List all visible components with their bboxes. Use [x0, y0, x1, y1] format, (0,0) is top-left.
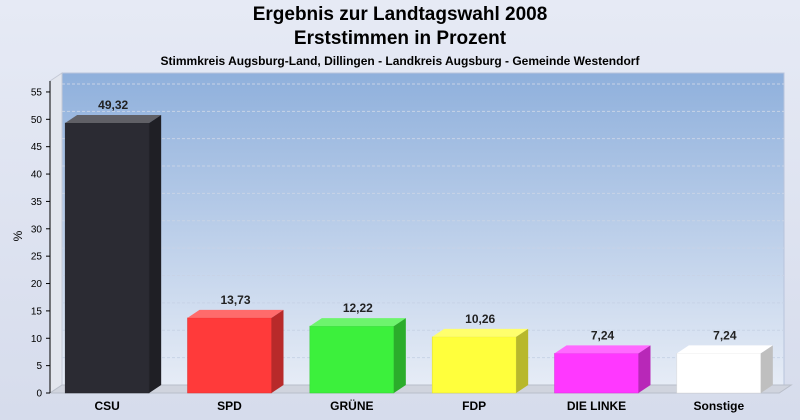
y-tick-label: 25 [31, 252, 43, 263]
category-label: Sonstige [693, 399, 744, 413]
chart-title-line2: Erststimmen in Prozent [293, 28, 507, 49]
y-tick-label: 5 [36, 361, 42, 372]
y-tick-label: 50 [31, 115, 43, 126]
value-label: 12,22 [343, 301, 373, 315]
category-label: SPD [217, 399, 242, 413]
plot-left-wall [49, 72, 63, 394]
bar-top [309, 318, 406, 327]
y-tick-label: 35 [31, 197, 43, 208]
bar-top [554, 345, 651, 354]
bar [309, 325, 395, 394]
plot-background [61, 72, 785, 386]
y-axis-label: % [11, 230, 25, 241]
y-tick-label: 10 [31, 334, 43, 345]
category-label: DIE LINKE [567, 399, 626, 413]
y-tick-label: 30 [31, 224, 43, 235]
y-tick-label: 40 [31, 170, 43, 181]
chart-title: Ergebnis zur Landtagswahl 2008 [252, 4, 548, 25]
y-tick-label: 15 [31, 306, 43, 317]
bar-side [149, 115, 162, 393]
y-tick-label: 0 [36, 389, 42, 400]
value-label: 7,24 [591, 328, 615, 342]
bar [431, 336, 517, 394]
bar [554, 353, 639, 394]
value-label: 13,73 [220, 293, 250, 307]
category-label: FDP [462, 399, 486, 413]
bar-top [187, 309, 284, 318]
bar-top [676, 345, 773, 354]
bar-top [432, 328, 529, 337]
y-tick-label: 20 [31, 279, 43, 290]
bar [187, 317, 272, 394]
value-label: 10,26 [465, 312, 495, 326]
value-label: 49,32 [98, 98, 128, 112]
bar-side [638, 345, 651, 393]
y-tick-label: 55 [31, 87, 43, 98]
value-label: 7,24 [713, 328, 737, 342]
bar [676, 353, 762, 394]
category-label: CSU [94, 399, 119, 413]
bar-side [760, 345, 773, 393]
category-label: GRÜNE [330, 398, 373, 413]
bar-side [271, 309, 284, 393]
chart-subtitle: Stimmkreis Augsburg-Land, Dillingen - La… [160, 54, 640, 68]
bar-side [516, 328, 529, 393]
bar-top [65, 115, 162, 124]
bar-side [393, 318, 406, 393]
bar [64, 122, 150, 394]
y-tick-label: 45 [31, 142, 43, 153]
